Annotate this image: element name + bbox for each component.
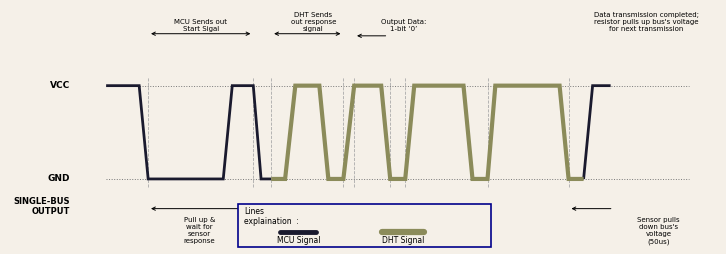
Text: VCC: VCC (50, 81, 70, 90)
Text: GND: GND (48, 174, 70, 183)
Text: Pull up &
wait for
sensor
response: Pull up & wait for sensor response (184, 217, 215, 244)
Text: Sensor pulls
down bus's
voltage
(50us): Sensor pulls down bus's voltage (50us) (637, 217, 680, 245)
Text: Output Data: 1-bit ‘1’: Output Data: 1-bit ‘1’ (408, 217, 483, 223)
Text: DHT Sends
out response
signal: DHT Sends out response signal (290, 12, 336, 31)
Text: DHT Signal: DHT Signal (382, 236, 425, 245)
Text: MCU Signal: MCU Signal (277, 236, 320, 245)
Text: SINGLE-BUS
OUTPUT: SINGLE-BUS OUTPUT (14, 197, 70, 216)
FancyBboxPatch shape (238, 204, 491, 247)
Text: Data transmission completed;
resistor pulls up bus's voltage
for next transmissi: Data transmission completed; resistor pu… (594, 12, 699, 31)
Text: Pull up voltage
and get ready
for sensor's
output: Pull up voltage and get ready for sensor… (282, 217, 333, 244)
Text: MCU Sends out
Start Sigal: MCU Sends out Start Sigal (174, 19, 227, 31)
Text: Output Data:
1-bit ‘0’: Output Data: 1-bit ‘0’ (380, 19, 426, 31)
Text: Lines
explaination  :: Lines explaination : (244, 207, 299, 226)
